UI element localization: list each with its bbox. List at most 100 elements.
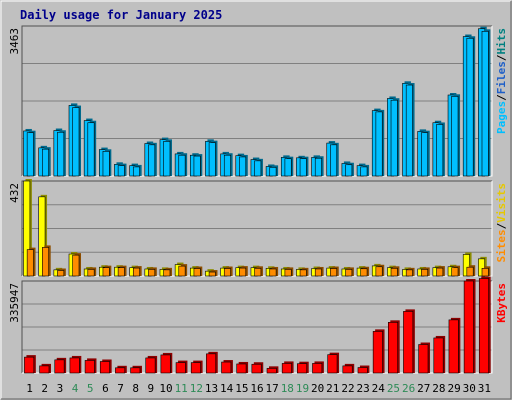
x-tick-label: 13 — [205, 382, 218, 395]
chart-title: Daily usage for January 2025 — [20, 8, 222, 22]
panel-border-dark — [21, 180, 492, 276]
sites-visits-bar-sites — [421, 269, 429, 277]
x-tick-label: 2 — [41, 382, 48, 395]
pages-files-hits-bar-pages — [314, 157, 322, 177]
x-tick-label: 12 — [190, 382, 203, 395]
legend-item: KBytes — [495, 283, 508, 323]
pages-files-hits-bar-pages — [26, 132, 34, 177]
pages-files-hits-bar-pages — [269, 167, 277, 177]
kbytes-bar-kbytes — [327, 354, 338, 374]
kbytes-bar-kbytes — [160, 354, 171, 374]
kbytes-bar-kbytes — [39, 365, 50, 374]
sites-visits-bar-sites — [42, 247, 49, 277]
pages-files-hits-bar-pages — [42, 148, 49, 177]
x-tick-label: 24 — [372, 382, 386, 395]
pages-files-hits-bar-pages — [239, 156, 247, 177]
pages-files-hits-bar-pages — [360, 166, 368, 177]
panel-bars — [23, 26, 491, 177]
sites-visits-bar-sites — [330, 268, 338, 277]
legend-item: Sites — [495, 229, 508, 262]
kbytes-bar-kbytes — [175, 362, 186, 374]
sites-visits-bar-sites — [178, 265, 186, 277]
panel-legend: KBytes — [495, 283, 508, 323]
x-tick-label: 4 — [72, 382, 79, 395]
x-tick-label: 18 — [281, 382, 294, 395]
kbytes-bar-kbytes — [84, 360, 95, 374]
kbytes-bar-kbytes — [190, 362, 201, 374]
x-tick-label: 11 — [175, 382, 188, 395]
pages-files-hits-bar-pages — [299, 158, 307, 177]
legend-item: Pages — [495, 101, 508, 134]
legend-item: / — [495, 94, 508, 101]
panel-ymax-label: 335947 — [8, 283, 21, 323]
kbytes-bar-kbytes — [387, 322, 398, 374]
x-tick-label: 3 — [57, 382, 64, 395]
x-tick-label: 19 — [296, 382, 309, 395]
x-tick-label: 10 — [159, 382, 172, 395]
kbytes-bar-kbytes — [342, 365, 353, 374]
kbytes-bar-kbytes — [478, 278, 489, 374]
sites-visits-bar-sites — [284, 269, 292, 277]
pages-files-hits-bar-pages — [132, 166, 140, 177]
panel-border-dark — [21, 280, 492, 373]
legend-item: / — [495, 222, 508, 229]
pages-files-hits-bar-pages — [466, 37, 474, 177]
kbytes-bar-kbytes — [418, 344, 429, 374]
x-tick-label: 1 — [26, 382, 33, 395]
sites-visits-bar-sites — [299, 269, 307, 277]
kbytes-bar-kbytes — [372, 331, 383, 374]
sites-visits-bar-sites — [132, 267, 140, 277]
x-tick-label: 7 — [117, 382, 124, 395]
panel-ymax-label: 432 — [8, 183, 21, 203]
sites-visits-bar-sites — [117, 267, 125, 277]
pages-files-hits-bar-pages — [102, 151, 110, 177]
x-tick-label: 16 — [250, 382, 263, 395]
sites-visits-bar-sites — [405, 269, 413, 277]
kbytes-bar-kbytes — [145, 357, 156, 374]
kbytes-bar-kbytes — [281, 363, 292, 374]
legend-item: Hits — [495, 28, 508, 55]
panel-legend: Sites/Visits — [495, 183, 508, 263]
pages-files-hits-bar-pages — [178, 154, 186, 177]
legend-item: / — [495, 54, 508, 61]
sites-visits-bar-visits — [23, 180, 31, 277]
kbytes-bar-kbytes — [403, 311, 414, 374]
x-tick-label: 6 — [102, 382, 109, 395]
pages-files-hits-bar-pages — [57, 131, 65, 177]
panel-kbytes: 335947 KBytes — [8, 276, 508, 374]
x-tick-label: 22 — [341, 382, 354, 395]
kbytes-bar-kbytes — [297, 363, 308, 374]
sites-visits-bar-sites — [102, 267, 110, 277]
kbytes-bar-kbytes — [69, 357, 80, 374]
x-tick-label: 5 — [87, 382, 94, 395]
pages-files-hits-bar-pages — [148, 144, 156, 177]
sites-visits-bar-sites — [451, 267, 459, 277]
panel-sites-visits: 432 Sites/Visits — [8, 179, 508, 277]
x-tick-label: 15 — [235, 382, 248, 395]
pages-files-hits-bar-pages — [223, 154, 231, 177]
x-tick-label: 28 — [432, 382, 445, 395]
pages-files-hits-bar-pages — [375, 111, 383, 177]
sites-visits-bar-sites — [254, 268, 262, 277]
sites-visits-bar-sites — [163, 269, 171, 277]
pages-files-hits-bar-pages — [405, 84, 413, 177]
day-labels: 1 2 3 4 5 6 7 8 9 10 11 12 13 14 15 16 17 18 19 20 21 22 23 24 2… — [26, 382, 491, 395]
x-tick-label: 17 — [266, 382, 279, 395]
pages-files-hits-bar-pages — [208, 142, 216, 177]
pages-files-hits-bar-pages — [117, 165, 125, 177]
pages-files-hits-bar-pages — [345, 164, 353, 177]
kbytes-bar-kbytes — [24, 356, 35, 374]
kbytes-bar-kbytes — [433, 337, 444, 374]
pages-files-hits-bar-pages — [390, 99, 398, 177]
panel-bars — [23, 179, 491, 277]
pages-files-hits-bar-pages — [193, 155, 201, 177]
x-tick-label: 29 — [447, 382, 460, 395]
sites-visits-bar-sites — [87, 269, 95, 277]
sites-visits-bar-sites — [57, 270, 65, 277]
x-tick-label: 14 — [220, 382, 234, 395]
